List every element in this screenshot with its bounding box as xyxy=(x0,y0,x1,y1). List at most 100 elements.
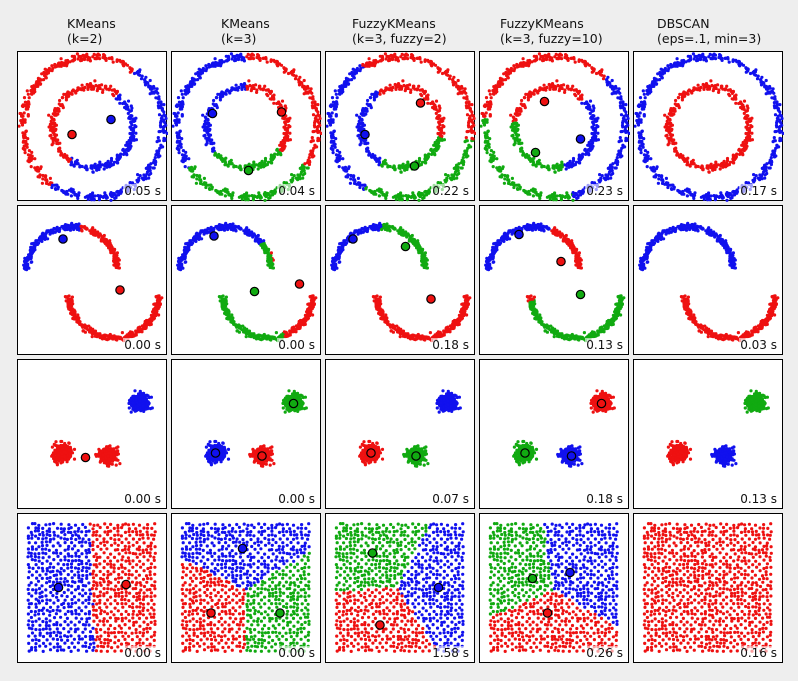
data-point-red xyxy=(675,151,679,155)
data-point-red xyxy=(742,99,747,103)
data-point-green xyxy=(406,160,410,164)
data-point-red xyxy=(472,116,476,121)
data-point-blue xyxy=(568,159,572,163)
data-point-blue xyxy=(658,78,662,82)
data-point-red xyxy=(34,85,38,89)
data-point-blue xyxy=(594,126,598,130)
data-point-green xyxy=(495,157,499,161)
data-point-blue xyxy=(677,189,681,194)
data-point-green xyxy=(509,182,513,186)
data-point-red xyxy=(33,157,37,161)
data-point-red xyxy=(280,99,285,103)
data-point-green xyxy=(251,198,255,202)
data-point-blue xyxy=(180,100,184,104)
data-point-red xyxy=(90,335,94,339)
data-point-red xyxy=(86,58,90,62)
data-point-red xyxy=(38,77,42,81)
data-point-green xyxy=(565,191,569,195)
data-point-red xyxy=(499,82,503,86)
data-point-red xyxy=(699,85,703,89)
data-point-red xyxy=(748,126,752,130)
data-point-blue xyxy=(211,149,215,153)
data-point-red xyxy=(750,138,754,142)
data-point-red xyxy=(293,77,298,81)
data-point-blue xyxy=(636,114,640,118)
data-point-green xyxy=(218,192,222,196)
data-point-blue xyxy=(741,63,746,67)
data-point-blue xyxy=(149,162,153,166)
data-point-green xyxy=(512,129,516,133)
data-point-red xyxy=(101,90,105,94)
data-point-red xyxy=(467,125,471,129)
data-point-red xyxy=(88,82,93,86)
data-point-blue xyxy=(624,119,628,124)
data-point-green xyxy=(491,165,495,169)
data-point-green xyxy=(425,192,429,196)
data-point-blue xyxy=(611,162,615,166)
data-point-blue xyxy=(26,262,30,266)
data-point-blue xyxy=(605,79,609,83)
data-point-blue xyxy=(128,109,132,113)
data-point-blue xyxy=(609,176,613,180)
data-point-green xyxy=(247,194,251,198)
data-point-green xyxy=(513,183,517,187)
data-point-green xyxy=(219,154,223,158)
data-point-red xyxy=(85,55,89,59)
data-point-blue xyxy=(127,116,131,120)
data-point-green xyxy=(292,174,296,178)
data-point-red xyxy=(488,92,492,96)
data-point-red xyxy=(434,99,439,103)
data-point-blue xyxy=(150,90,154,94)
data-point-blue xyxy=(708,52,712,56)
data-point-blue xyxy=(671,64,676,68)
data-point-red xyxy=(497,80,501,84)
data-point-red xyxy=(59,57,63,61)
data-point-green xyxy=(372,192,376,196)
data-point-red xyxy=(288,131,292,135)
data-point-red xyxy=(68,305,72,309)
data-point-red xyxy=(527,94,531,98)
data-point-blue xyxy=(71,190,75,194)
data-point-red xyxy=(704,82,709,86)
data-point-blue xyxy=(125,140,129,145)
data-point-red xyxy=(733,95,737,99)
data-point-red xyxy=(313,145,317,149)
data-point-blue xyxy=(225,59,229,63)
data-point-green xyxy=(412,196,417,200)
data-point-red xyxy=(41,177,45,181)
data-point-red xyxy=(38,166,43,171)
data-point-green xyxy=(263,156,268,161)
data-point-blue xyxy=(687,188,691,192)
data-point-red xyxy=(740,151,745,156)
data-point-blue xyxy=(654,166,659,171)
data-point-blue xyxy=(209,139,213,144)
data-point-blue xyxy=(180,113,184,117)
data-point-blue xyxy=(206,125,210,129)
data-point-blue xyxy=(156,151,160,155)
data-point-red xyxy=(401,79,405,83)
data-point-red xyxy=(440,134,444,138)
data-point-blue xyxy=(595,124,599,128)
data-point-blue xyxy=(330,111,334,115)
data-point-green xyxy=(455,176,459,180)
data-point-green xyxy=(460,166,464,170)
column-title-kmeans-k3: KMeans (k=3) xyxy=(221,16,270,46)
centroid-marker-red xyxy=(276,107,287,117)
data-point-blue xyxy=(577,157,581,161)
data-point-blue xyxy=(206,118,210,122)
data-point-blue xyxy=(588,111,592,115)
data-point-blue xyxy=(671,183,675,187)
data-point-red xyxy=(52,125,56,129)
data-point-blue xyxy=(778,113,782,117)
data-point-red xyxy=(677,96,681,100)
data-point-red xyxy=(111,92,115,96)
data-point-blue xyxy=(181,96,185,100)
data-point-green xyxy=(437,137,441,141)
data-point-blue xyxy=(666,64,670,68)
data-point-blue xyxy=(762,81,766,85)
data-point-green xyxy=(512,136,516,140)
data-point-red xyxy=(565,57,569,61)
scatter-plot xyxy=(634,52,784,202)
data-point-red xyxy=(435,116,439,120)
data-point-red xyxy=(545,85,549,89)
